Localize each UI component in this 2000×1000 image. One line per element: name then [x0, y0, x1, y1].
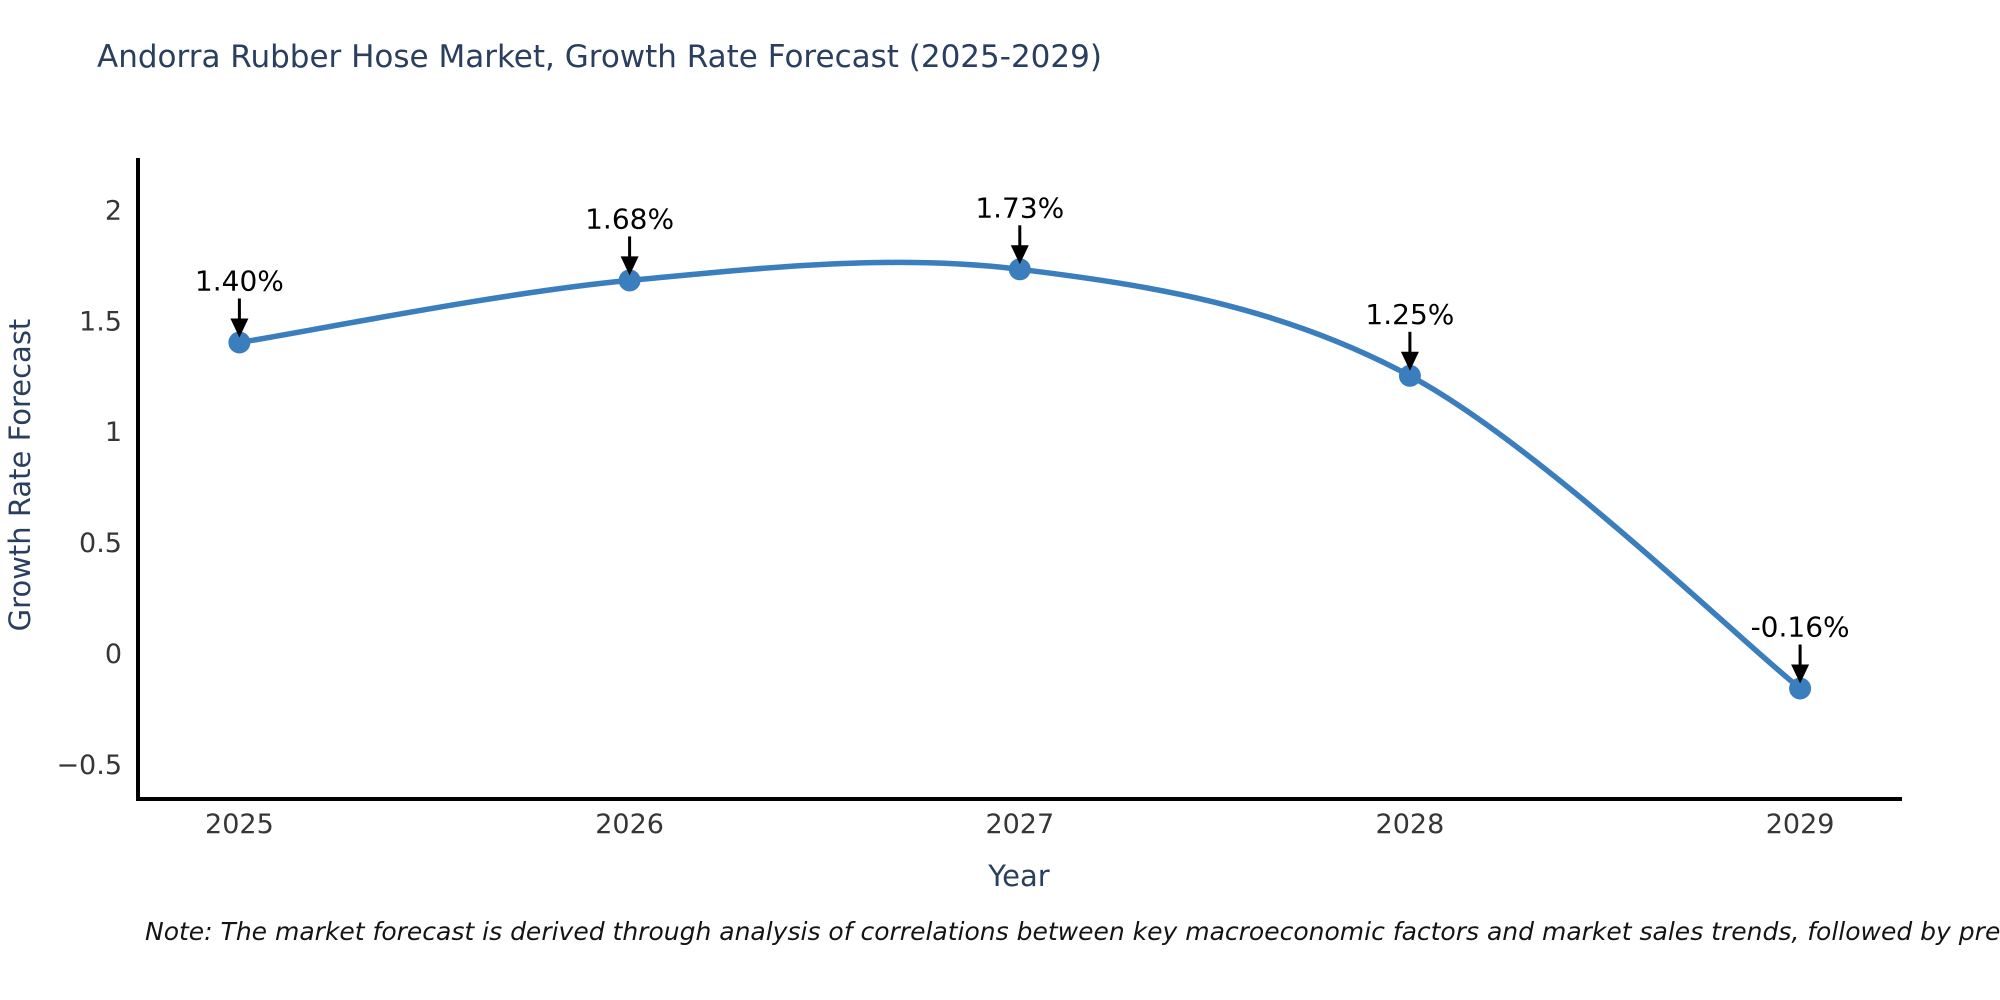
point-annotation: -0.16% — [1751, 611, 1850, 684]
y-tick-label: 1 — [105, 417, 122, 448]
axes — [136, 158, 1902, 801]
point-annotation: 1.73% — [975, 191, 1064, 265]
y-axis-title: Growth Rate Forecast — [3, 319, 37, 632]
chart-title: Andorra Rubber Hose Market, Growth Rate … — [97, 39, 1102, 75]
annotation-arrowhead-icon — [1400, 351, 1419, 371]
point-value-label: 1.40% — [195, 265, 284, 298]
x-tick-label: 2025 — [205, 809, 274, 840]
point-value-label: -0.16% — [1751, 611, 1850, 644]
data-point — [618, 269, 641, 292]
point-value-label: 1.73% — [975, 191, 1064, 224]
point-annotation: 1.40% — [195, 265, 284, 338]
series-line — [236, 259, 1803, 692]
data-point — [1398, 364, 1421, 387]
x-tick-label: 2027 — [985, 809, 1054, 840]
data-points — [228, 258, 1812, 700]
y-tick-label: 0.5 — [79, 528, 122, 559]
point-annotation: 1.25% — [1365, 298, 1454, 371]
x-axis-title: Year — [987, 859, 1049, 893]
data-point — [228, 331, 251, 354]
x-tick-label: 2028 — [1376, 809, 1445, 840]
annotation-arrowhead-icon — [230, 318, 249, 338]
x-tick-label: 2026 — [595, 809, 664, 840]
data-point — [1008, 258, 1031, 281]
point-annotations: 1.40% 1.68% 1.73% 1.25% -0.16% — [195, 191, 1850, 684]
x-tick-label: 2029 — [1766, 809, 1835, 840]
point-annotation: 1.68% — [585, 202, 674, 276]
annotation-arrowhead-icon — [620, 256, 639, 276]
y-tick-label: −0.5 — [56, 750, 122, 781]
y-tick-label: 2 — [105, 196, 122, 227]
y-tick-label: 0 — [105, 639, 122, 670]
x-tick-labels: 2025 2026 2027 2028 2029 — [205, 809, 1834, 840]
y-tick-labels: 2 1.5 1 0.5 0 −0.5 — [56, 196, 122, 781]
point-value-label: 1.25% — [1365, 298, 1454, 331]
point-value-label: 1.68% — [585, 202, 674, 235]
y-tick-label: 1.5 — [79, 306, 122, 337]
footnote: Note: The market forecast is derived thr… — [145, 917, 2000, 946]
data-point — [1789, 677, 1812, 700]
annotation-arrowhead-icon — [1010, 245, 1029, 265]
annotation-arrowhead-icon — [1791, 664, 1810, 684]
